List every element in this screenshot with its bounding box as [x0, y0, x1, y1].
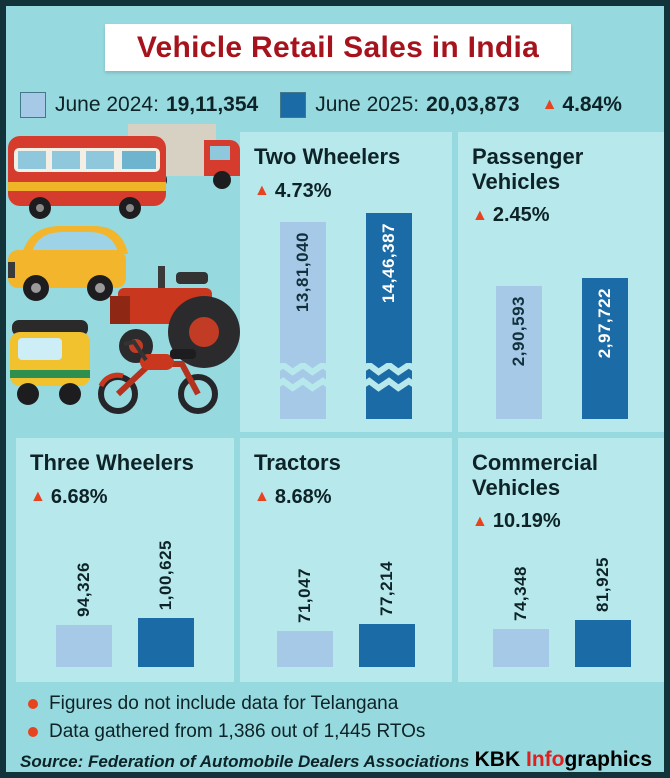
panel-title: Three Wheelers	[30, 450, 194, 475]
panel-title: Commercial Vehicles	[472, 450, 598, 500]
up-triangle-icon: ▲	[254, 488, 270, 506]
panel-passenger-vehicles: Passenger Vehicles ▲ 2.45% 2,90,593 2,97…	[458, 132, 664, 432]
credit-suffix: graphics	[564, 748, 652, 771]
bar-value: 81,925	[593, 557, 612, 612]
bar-tractors-2024	[277, 631, 333, 667]
bar-group: 13,81,040 14,46,387	[240, 213, 452, 419]
bar-value: 2,90,593	[509, 296, 528, 367]
bar-value: 2,97,722	[595, 288, 614, 359]
growth-indicator: ▲ 10.19%	[472, 510, 652, 533]
bullet-icon	[28, 699, 38, 709]
bar-column: 81,925	[575, 557, 631, 667]
source-line: Source: Federation of Automobile Dealers…	[20, 752, 470, 771]
title-bar: Vehicle Retail Sales in India	[105, 24, 571, 71]
page-title: Vehicle Retail Sales in India	[136, 30, 540, 64]
bar-value: 14,46,387	[379, 223, 398, 304]
panel-title: Two Wheelers	[254, 144, 401, 169]
total-growth: 4.84%	[562, 93, 622, 116]
footnote-text: Data gathered from 1,386 out of 1,445 RT…	[49, 721, 426, 742]
bar-tractors-2025	[359, 624, 415, 667]
bar-value: 1,00,625	[156, 539, 175, 610]
bar-column: 77,214	[359, 561, 415, 667]
footnote: Figures do not include data for Telangan…	[28, 693, 398, 715]
growth-value: 10.19%	[492, 510, 561, 533]
june-2025-label: June 2025:	[315, 93, 420, 116]
growth-indicator: ▲ 2.45%	[472, 204, 652, 227]
june-2025-swatch-icon	[280, 92, 307, 118]
growth-indicator: ▲ 8.68%	[254, 486, 438, 509]
panel-three-wheelers: Three Wheelers ▲ 6.68% 94,326 1,00,625	[16, 438, 234, 682]
bus-illustration	[8, 136, 166, 219]
axis-break-icon	[362, 363, 416, 397]
up-triangle-icon: ▲	[472, 512, 488, 530]
vehicles-illustration	[8, 124, 240, 414]
bar-value: 71,047	[295, 568, 314, 623]
legend: June 2024: 19,11,354 June 2025: 20,03,87…	[20, 92, 656, 118]
axis-break-icon	[276, 363, 330, 397]
footnote: Data gathered from 1,386 out of 1,445 RT…	[28, 721, 425, 743]
up-triangle-icon: ▲	[541, 96, 558, 113]
growth-value: 6.68%	[50, 485, 108, 508]
june-2024-label: June 2024:	[55, 93, 159, 116]
credit-prefix: KBK	[474, 748, 526, 771]
bar-commercial-2025	[575, 620, 631, 667]
bar-group: 94,326 1,00,625	[16, 540, 234, 667]
bar-value: 77,214	[377, 561, 396, 616]
bar-column: 94,326	[56, 562, 112, 667]
bar-passenger-2025: 2,97,722	[582, 278, 628, 419]
bar-passenger-2024: 2,90,593	[496, 286, 542, 419]
car-illustration	[8, 226, 128, 301]
panel-title: Passenger Vehicles	[472, 144, 584, 194]
bar-column: 71,047	[277, 568, 333, 667]
bar-value: 74,348	[511, 566, 530, 621]
bar-three-wheelers-2025	[138, 618, 194, 667]
credit-logo: KBK Infographics	[475, 748, 652, 772]
up-triangle-icon: ▲	[30, 488, 46, 506]
panel-tractors: Tractors ▲ 8.68% 71,047 77,214	[240, 438, 452, 682]
june-2025-total: 20,03,873	[426, 93, 520, 116]
up-triangle-icon: ▲	[254, 182, 270, 200]
bar-three-wheelers-2024	[56, 625, 112, 667]
growth-indicator: ▲ 6.68%	[30, 486, 220, 509]
panel-commercial-vehicles: Commercial Vehicles ▲ 10.19% 74,348 81,9…	[458, 438, 664, 682]
bar-group: 2,90,593 2,97,722	[458, 278, 664, 419]
bullet-icon	[28, 727, 38, 737]
june-2024-total: 19,11,354	[165, 93, 259, 116]
bar-value: 94,326	[74, 562, 93, 617]
growth-value: 8.68%	[274, 485, 332, 508]
up-triangle-icon: ▲	[472, 206, 488, 224]
growth-indicator: ▲ 4.73%	[254, 180, 438, 203]
panel-title: Tractors	[254, 450, 341, 475]
credit-highlight: Info	[525, 748, 565, 771]
bar-group: 71,047 77,214	[240, 561, 452, 667]
bar-group: 74,348 81,925	[458, 557, 664, 667]
bar-column: 1,00,625	[138, 540, 194, 667]
bar-column: 74,348	[493, 566, 549, 667]
bar-two-wheelers-2025: 14,46,387	[362, 213, 416, 419]
motorcycle-illustration	[98, 339, 218, 414]
auto-rickshaw-illustration	[10, 320, 90, 405]
growth-value: 2.45%	[492, 204, 550, 227]
bar-value: 13,81,040	[293, 232, 312, 313]
bar-commercial-2024	[493, 629, 549, 667]
footnote-text: Figures do not include data for Telangan…	[49, 693, 399, 714]
growth-value: 4.73%	[274, 179, 332, 202]
bar-two-wheelers-2024: 13,81,040	[276, 222, 330, 419]
june-2024-swatch-icon	[20, 92, 46, 118]
panel-two-wheelers: Two Wheelers ▲ 4.73% 13,81,040 14,46,387	[240, 132, 452, 432]
